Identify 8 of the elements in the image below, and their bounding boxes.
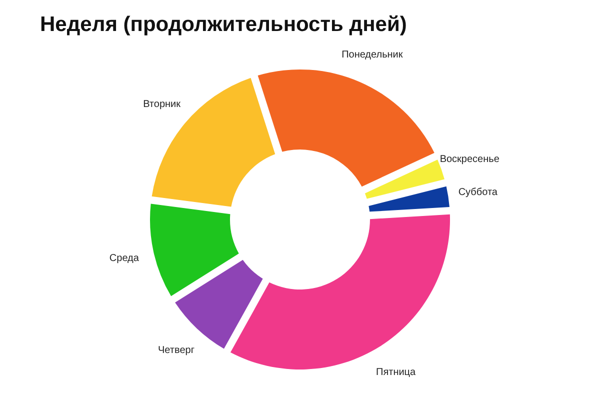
slice-label: Понедельник bbox=[342, 50, 404, 61]
slice-label: Воскресенье bbox=[440, 154, 500, 166]
slice-label: Суббота bbox=[458, 187, 498, 198]
slice-label: Четверг bbox=[158, 345, 195, 356]
slice-label: Среда bbox=[109, 253, 140, 264]
chart-title: Неделя (продолжительность дней) bbox=[40, 13, 407, 36]
slice-label: Пятница bbox=[376, 366, 416, 378]
slice-label: Вторник bbox=[143, 99, 182, 110]
